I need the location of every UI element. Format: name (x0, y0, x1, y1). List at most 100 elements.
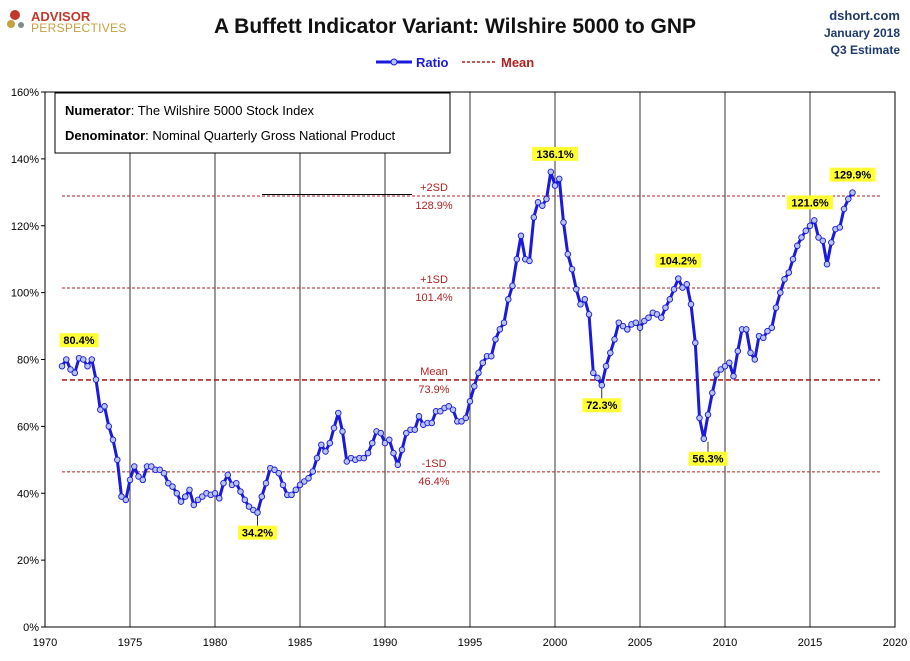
ratio-point-151 (700, 435, 708, 442)
info-box-frame (54, 92, 451, 154)
annotation-highlight-2 (532, 146, 578, 161)
note-text: Q3 Estimate (831, 43, 901, 57)
ratio-point-21 (148, 463, 155, 470)
ref-label-2sd: +2SD (420, 182, 448, 194)
ref-label-mean: Mean (420, 366, 448, 378)
ratio-point-135 (632, 319, 640, 326)
ratio-point-48 (262, 479, 270, 487)
info-numerator-text: : The Wilshire 5000 Stock Index (131, 103, 315, 118)
x-tick-label-2000: 2000 (543, 637, 567, 649)
ratio-point-140 (653, 311, 661, 318)
annotation-highlight-1 (238, 525, 277, 540)
ratio-point-145 (675, 275, 682, 282)
ratio-point-94 (458, 418, 465, 425)
ratio-point-67 (343, 458, 351, 465)
ratio-point-51 (275, 469, 283, 477)
annotation-label-7: 129.9% (834, 170, 872, 182)
ref-label-1sd: +1SD (420, 274, 448, 286)
ratio-point-77 (386, 436, 393, 444)
annotation-label-6: 121.6% (791, 197, 829, 209)
source-text: dshort.com (829, 8, 900, 23)
ratio-point-71 (360, 454, 368, 462)
ratio-point-103 (496, 326, 504, 333)
ratio-point-102 (492, 336, 499, 343)
x-tick-label-1970: 1970 (33, 637, 57, 649)
ratio-point-5 (80, 356, 87, 363)
annotation-highlight-0 (59, 333, 99, 348)
ratio-point-175 (802, 227, 810, 235)
ratio-point-161 (743, 326, 750, 333)
x-tick-label-2015: 2015 (798, 637, 822, 649)
ratio-point-42 (237, 488, 244, 495)
info-numerator: Numerator: The Wilshire 5000 Stock Index (65, 103, 315, 118)
ratio-point-75 (377, 429, 385, 437)
ratio-point-61 (318, 441, 325, 449)
ratio-point-162 (747, 349, 754, 357)
ratio-point-123 (581, 296, 589, 303)
ratio-point-178 (815, 234, 822, 241)
ratio-point-173 (794, 242, 801, 250)
ratio-point-63 (326, 439, 334, 447)
ratio-point-136 (636, 324, 644, 331)
ratio-point-13 (114, 456, 121, 464)
ratio-point-50 (271, 466, 278, 474)
annotation-highlight-4 (655, 253, 702, 268)
legend: Ratio Mean (376, 55, 534, 70)
ratio-point-59 (309, 468, 317, 475)
ratio-point-92 (449, 406, 457, 413)
annotation-highlight-3 (582, 398, 622, 413)
ratio-point-108 (517, 232, 525, 240)
ratio-point-181 (828, 239, 835, 246)
ratio-point-72 (364, 449, 372, 457)
ref-value-mean: 73.9% (418, 384, 449, 396)
ratio-point-1 (63, 356, 70, 363)
ratio-point-56 (296, 481, 304, 489)
x-tick-label-1995: 1995 (458, 637, 482, 649)
ratio-point-155 (717, 366, 725, 373)
ratio-point-179 (819, 237, 827, 245)
ratio-point-183 (836, 224, 844, 231)
chart-title: A Buffett Indicator Variant: Wilshire 50… (214, 15, 696, 38)
ratio-point-10 (101, 403, 108, 410)
annotation-label-0: 80.4% (63, 335, 94, 347)
y-tick-label-160: 160% (11, 87, 39, 99)
ratio-point-107 (513, 255, 521, 263)
info-denominator: Denominator: Nominal Quarterly Gross Nat… (65, 128, 396, 143)
ratio-point-24 (160, 469, 168, 477)
ratio-point-142 (662, 304, 669, 311)
ratio-point-95 (462, 414, 470, 422)
ratio-point-17 (131, 463, 138, 470)
ratio-point-7 (88, 356, 96, 363)
y-tick-label-40: 40% (17, 488, 39, 500)
ratio-point-113 (539, 202, 546, 209)
ratio-point-144 (670, 286, 678, 293)
ratio-point-176 (806, 222, 814, 230)
ratio-point-184 (840, 205, 848, 213)
ratio-point-152 (704, 411, 712, 418)
annotation-label-3: 72.3% (586, 400, 617, 412)
y-tick-label-140: 140% (11, 154, 39, 166)
y-tick-label-60: 60% (17, 421, 39, 433)
ref-value-1sd: 101.4% (415, 292, 453, 304)
ratio-point-129 (607, 349, 614, 357)
ratio-point-65 (335, 409, 342, 417)
ratio-point-43 (241, 496, 249, 504)
ratio-point-169 (777, 289, 784, 296)
ratio-point-174 (798, 234, 805, 241)
x-tick-label-1985: 1985 (288, 637, 312, 649)
ratio-point-16 (126, 476, 134, 484)
ratio-point-125 (590, 369, 597, 377)
annotation-highlight-7 (829, 167, 876, 182)
ratio-point-57 (301, 478, 308, 485)
ratio-point-78 (390, 449, 397, 457)
ratio-point-62 (322, 448, 329, 455)
ratio-point-153 (709, 389, 716, 397)
logo-text-perspectives: PERSPECTIVES (31, 21, 127, 35)
ratio-point-163 (751, 356, 759, 363)
ratio-point-112 (534, 199, 542, 206)
info-box: Numerator: The Wilshire 5000 Stock Index… (54, 92, 451, 154)
ratio-point-14 (118, 493, 125, 500)
ref-label-1sd: -1SD (421, 458, 446, 470)
annotation-label-4: 104.2% (660, 256, 698, 268)
